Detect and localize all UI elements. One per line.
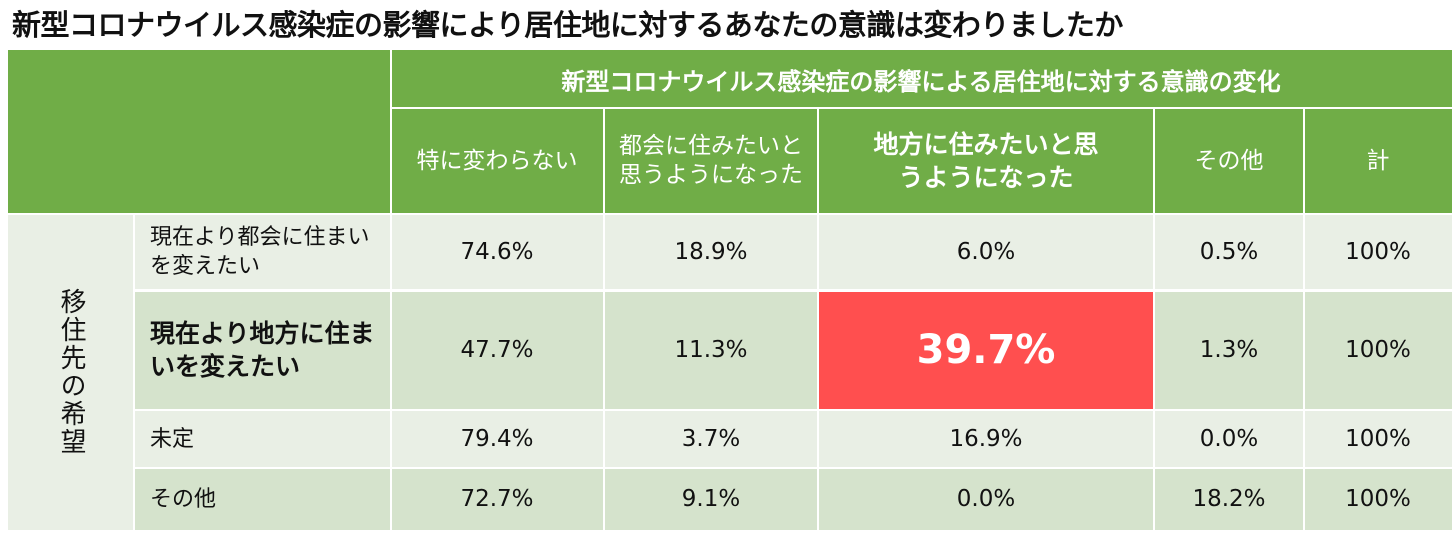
table-cell: 11.3% <box>604 290 818 410</box>
grid-line <box>8 213 1452 215</box>
row-label-city: 現在より都会に住まいを変えたい <box>134 214 390 290</box>
table-cell: 72.7% <box>390 468 604 530</box>
table-cell: 3.7% <box>604 410 818 468</box>
grid-line <box>134 467 1452 469</box>
column-header-no-change: 特に変わらない <box>390 108 604 214</box>
grid-line <box>134 409 1452 411</box>
header-corner <box>8 50 390 214</box>
grid-line <box>603 108 605 530</box>
grid-line <box>817 108 819 530</box>
column-header-total: 計 <box>1304 108 1452 214</box>
column-header-rural: 地方に住みたいと思うようになった <box>818 108 1154 214</box>
grid-line <box>133 214 135 530</box>
table-cell: 0.0% <box>818 468 1154 530</box>
table-cell: 1.3% <box>1154 290 1304 410</box>
table-cell: 18.2% <box>1154 468 1304 530</box>
grid-line <box>390 107 1452 109</box>
grid-line <box>1303 108 1305 530</box>
table-cell: 18.9% <box>604 214 818 290</box>
table-cell: 79.4% <box>390 410 604 468</box>
column-header-city: 都会に住みたいと思うようになった <box>604 108 818 214</box>
highlighted-cell: 39.7% <box>818 290 1154 410</box>
table-cell: 0.0% <box>1154 410 1304 468</box>
column-header-other: その他 <box>1154 108 1304 214</box>
table-cell: 100% <box>1304 410 1452 468</box>
table-cell: 6.0% <box>818 214 1154 290</box>
grid-line <box>1153 108 1155 530</box>
table-cell: 0.5% <box>1154 214 1304 290</box>
table-cell: 100% <box>1304 290 1452 410</box>
row-label-undecided: 未定 <box>134 410 390 468</box>
table-cell: 100% <box>1304 468 1452 530</box>
column-group-header: 新型コロナウイルス感染症の影響による居住地に対する意識の変化 <box>390 50 1452 108</box>
table-cell: 9.1% <box>604 468 818 530</box>
table-cell: 16.9% <box>818 410 1154 468</box>
row-label-other: その他 <box>134 468 390 530</box>
table-cell: 74.6% <box>390 214 604 290</box>
table-cell: 47.7% <box>390 290 604 410</box>
table-cell: 100% <box>1304 214 1452 290</box>
row-group-header: 移住先の希望 <box>8 214 134 530</box>
row-label-rural: 現在より地方に住まいを変えたい <box>134 290 390 410</box>
grid-line <box>134 289 1452 292</box>
page-title: 新型コロナウイルス感染症の影響により居住地に対するあなたの意識は変わりましたか <box>12 8 1123 42</box>
